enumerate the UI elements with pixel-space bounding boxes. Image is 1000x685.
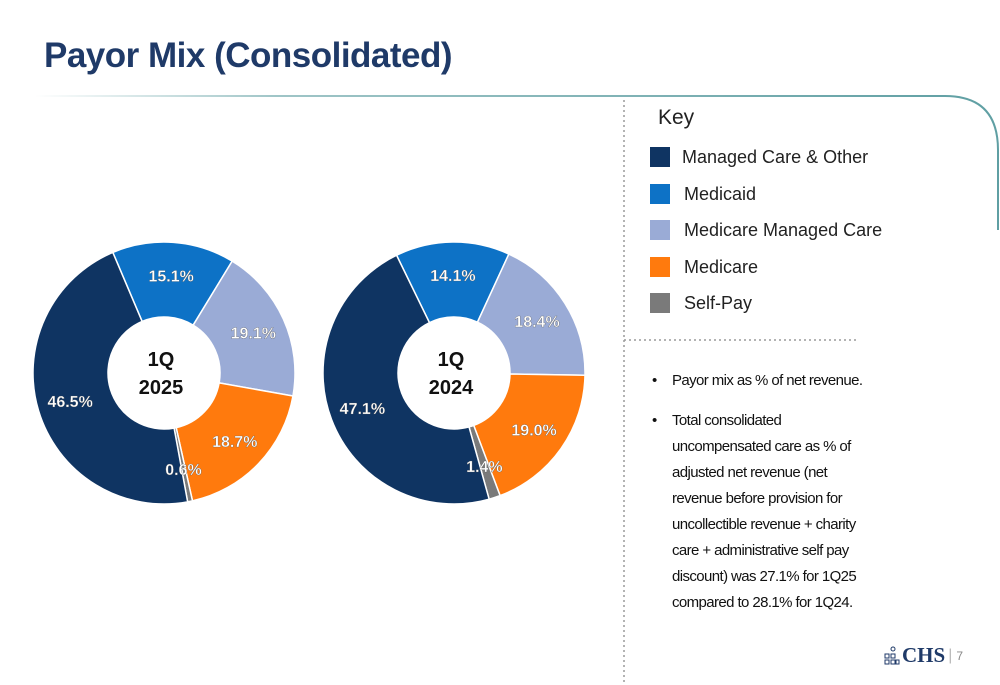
bullet-icon: • (652, 412, 657, 429)
donut-slice-medicare (175, 381, 294, 502)
payor-mix-charts: 15.1% 19.1% 18.7% 0.6% 46.5% 1Q 2025 14.1% 18.4%… (32, 241, 586, 505)
key-swatch (650, 257, 670, 277)
donut-slice-managed-care-other (322, 254, 491, 505)
slice-value-label: 19.1% (231, 326, 276, 343)
logo-separator: | (948, 646, 953, 664)
key-item-medicare-managed-care: Medicare Managed Care (650, 219, 882, 241)
donut-slice-medicare-managed-care (192, 260, 296, 397)
donut-slice-managed-care-other (32, 251, 189, 505)
key-item-self-pay: Self-Pay (650, 292, 752, 314)
header-divider-line (35, 95, 999, 230)
key-swatch (650, 147, 670, 167)
key-label: Medicaid (684, 183, 757, 204)
logo-mark-icon (884, 646, 900, 664)
key-swatch (650, 220, 670, 240)
key-swatch (650, 184, 670, 204)
key-swatch (650, 293, 670, 313)
page-number: 7 (956, 648, 964, 663)
slice-value-label: 14.1% (430, 268, 475, 285)
logo-text: CHS (902, 643, 946, 667)
donut-center-label: 2025 (139, 377, 184, 399)
key-heading: Key (658, 106, 695, 129)
slice-value-label: 15.1% (148, 268, 193, 285)
donut-slice-medicaid (395, 241, 510, 324)
slice-value-label: 47.1% (340, 401, 385, 418)
note-item: • Payor mix as % of net revenue. (652, 368, 877, 394)
bullet-icon: • (652, 372, 657, 389)
company-logo: CHS | 7 (884, 643, 963, 668)
note-text: Payor mix as % of net revenue. (672, 372, 863, 389)
key-item-medicaid: Medicaid (650, 183, 756, 205)
slice-value-label: 18.7% (212, 434, 257, 451)
donut-slice-medicare-managed-care (476, 253, 586, 377)
key-item-medicare: Medicare (650, 256, 758, 278)
key-item-managed-care: Managed Care & Other (650, 146, 868, 168)
donut-center-label: 1Q (148, 349, 175, 371)
notes-list: • Payor mix as % of net revenue. • Total… (652, 368, 877, 630)
slice-value-label: 1.4% (466, 459, 502, 476)
donut-slice-medicare (472, 373, 586, 497)
key-label: Self-Pay (684, 292, 753, 313)
slice-value-label: 0.6% (165, 462, 201, 479)
key-label: Medicare (684, 256, 759, 277)
page-title: Payor Mix (Consolidated) (44, 36, 453, 75)
key-label: Medicare Managed Care (684, 219, 883, 240)
key-label: Managed Care & Other (682, 146, 869, 167)
note-item: • Total consolidated uncompensated care … (652, 408, 877, 616)
donut-slice-medicaid (111, 241, 234, 327)
slice-value-label: 19.0% (511, 422, 556, 439)
note-text: Total consolidated uncompensated care as… (672, 412, 857, 611)
donut-center-label: 1Q (438, 349, 465, 371)
slice-value-label: 46.5% (47, 394, 92, 411)
donut-center-label: 2024 (429, 377, 474, 399)
slice-value-label: 18.4% (514, 314, 559, 331)
